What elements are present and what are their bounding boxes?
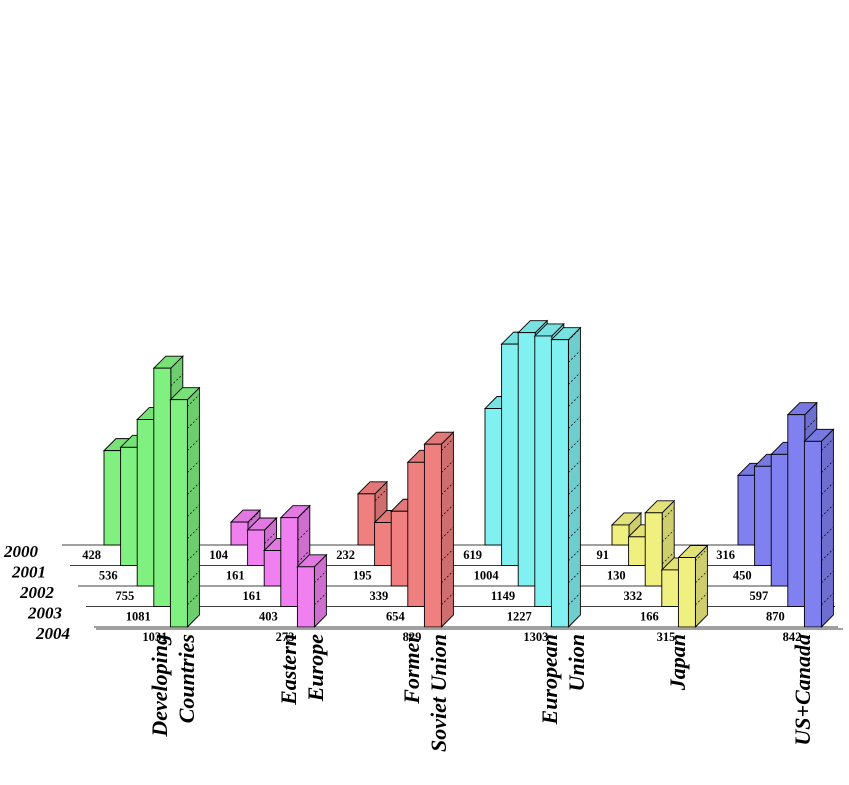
bar (356, 480, 389, 547)
value-label: 332 (623, 589, 642, 603)
value-label: 161 (226, 569, 245, 583)
category-label: Soviet Union (426, 634, 451, 752)
year-label: 2003 (27, 604, 63, 623)
value-label: 339 (369, 589, 388, 603)
value-label: 428 (82, 548, 101, 562)
value-label: 166 (640, 610, 659, 624)
value-label: 1149 (491, 589, 515, 603)
value-label: 130 (607, 569, 626, 583)
category-label: Union (564, 634, 589, 691)
category-label: Eastern (276, 634, 301, 706)
category-label: Former (399, 634, 424, 705)
category-label: Europe (303, 634, 328, 702)
category-labels: Developing Countries Eastern Europe Former So… (147, 634, 815, 752)
year-label: 2001 (11, 563, 46, 582)
value-label: 316 (716, 548, 735, 562)
year-label: 2002 (19, 583, 55, 602)
category-label: European (537, 634, 562, 725)
bar (169, 386, 201, 629)
value-label: 91 (597, 548, 610, 562)
value-label: 619 (463, 548, 482, 562)
value-labels: 428 104 232 619 91 316 536 161 195 1004 130 450 755 1… (82, 548, 801, 644)
value-label: 597 (749, 589, 768, 603)
value-label: 654 (386, 610, 406, 624)
bar (550, 326, 582, 629)
year-label: 2004 (35, 624, 70, 643)
value-label: 1227 (507, 610, 532, 624)
value-label: 161 (242, 589, 261, 603)
value-label: 1081 (126, 610, 151, 624)
value-label: 315 (657, 630, 676, 644)
category-label: US+Canada (790, 634, 815, 746)
value-label: 1031 (142, 630, 167, 644)
bar (296, 553, 328, 629)
bars (102, 319, 835, 629)
value-label: 1303 (523, 630, 548, 644)
value-label: 403 (259, 610, 278, 624)
value-label: 104 (209, 548, 229, 562)
year-label: 2000 (3, 542, 39, 561)
bar (803, 428, 835, 629)
category-label: Japan (665, 634, 690, 691)
value-label: 870 (766, 610, 785, 624)
value-label: 450 (733, 569, 752, 583)
value-label: 232 (336, 548, 355, 562)
bar (423, 431, 455, 629)
category-label: Developing (147, 634, 172, 738)
category-label: Countries (174, 634, 199, 723)
value-label: 755 (115, 589, 134, 603)
value-label: 536 (99, 569, 118, 583)
bar (677, 544, 709, 629)
value-label: 842 (783, 630, 802, 644)
value-label: 273 (276, 630, 295, 644)
value-label: 1004 (474, 569, 500, 583)
value-label: 829 (403, 630, 422, 644)
value-label: 195 (353, 569, 372, 583)
